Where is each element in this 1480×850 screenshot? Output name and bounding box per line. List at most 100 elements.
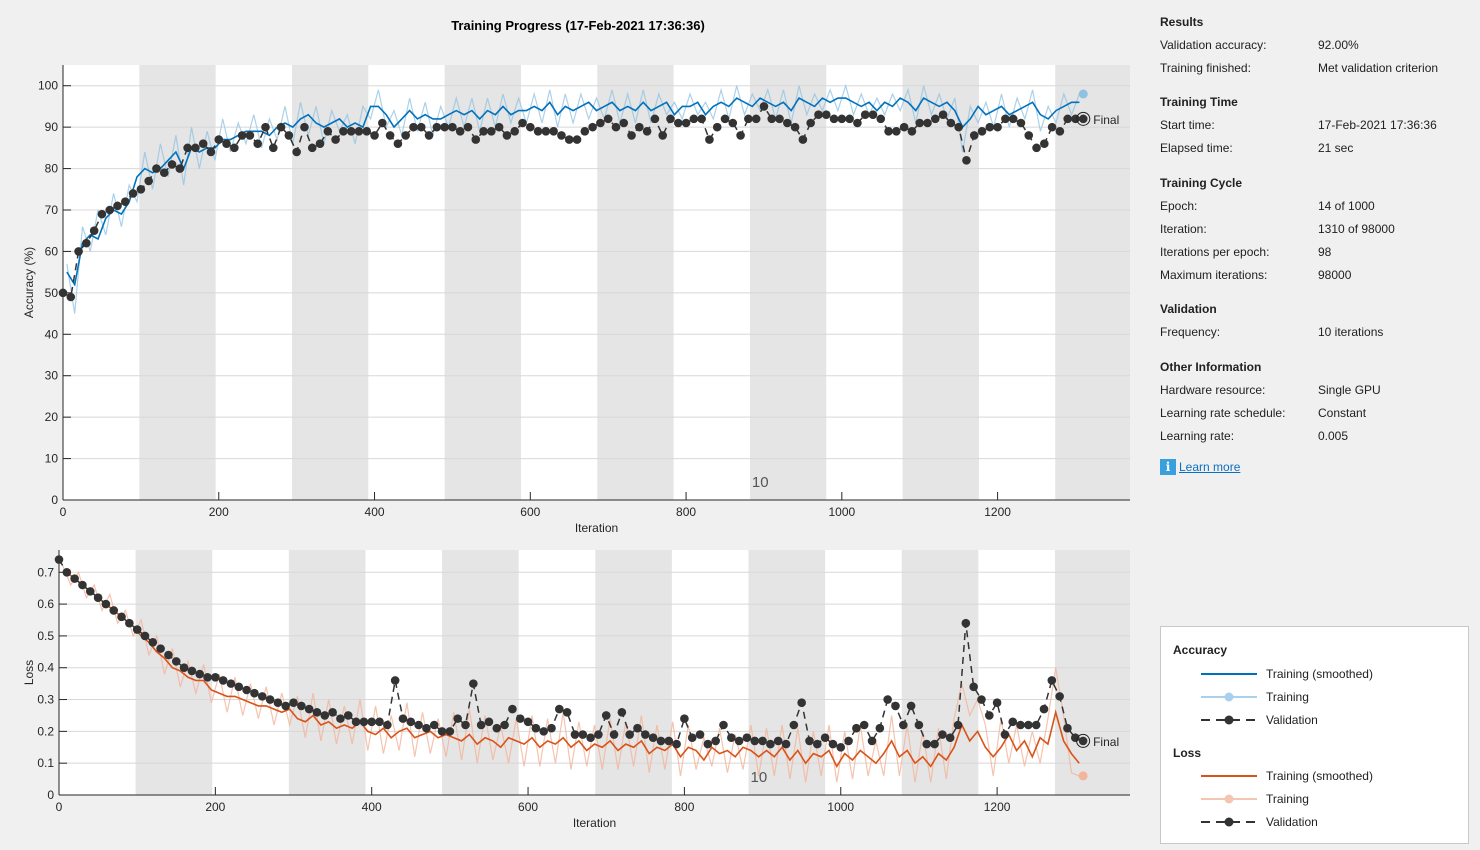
accuracy-validation-point — [113, 201, 122, 211]
accuracy-validation-point — [237, 131, 247, 140]
loss-validation-point — [320, 711, 330, 720]
accuracy-validation-point — [930, 114, 940, 124]
accuracy-validation-point — [853, 118, 862, 128]
loss-validation-point — [922, 739, 932, 749]
accuracy-validation-point — [1001, 114, 1010, 124]
loss-validation-point — [289, 698, 298, 708]
elapsed-time-value: 21 sec — [1318, 141, 1354, 155]
accuracy-epoch-band — [291, 65, 369, 500]
learn-more-label[interactable]: Learn more — [1179, 460, 1241, 474]
iterations-per-epoch-label: Iterations per epoch: — [1160, 245, 1270, 259]
accuracy-validation-point — [222, 139, 231, 149]
loss-validation-point — [1031, 720, 1041, 730]
accuracy-validation-point — [152, 164, 161, 173]
start-time-value: 17-Feb-2021 17:36:36 — [1318, 118, 1437, 132]
loss-validation-point — [398, 714, 408, 723]
loss-final-label: Final — [1093, 735, 1119, 749]
loss-validation-point — [781, 739, 791, 749]
loss-validation-point — [797, 698, 806, 708]
accuracy-validation-point — [401, 131, 410, 140]
accuracy-xtick-label: 1200 — [984, 505, 1011, 519]
loss-validation-point — [492, 723, 502, 733]
loss-validation-point — [992, 698, 1002, 708]
accuracy-validation-point — [775, 114, 784, 124]
loss-xtick-label: 200 — [205, 800, 225, 814]
training-time-title: Training Time — [1160, 95, 1238, 109]
accuracy-validation-point — [821, 110, 831, 120]
accuracy-validation-point — [284, 131, 294, 140]
accuracy-validation-point — [440, 122, 449, 132]
accuracy-validation-point — [97, 209, 107, 219]
loss-validation-point — [977, 695, 986, 704]
loss-validation-point — [62, 567, 72, 577]
accuracy-validation-point — [915, 118, 925, 128]
accuracy-validation-point — [549, 126, 558, 136]
loss-validation-point — [78, 580, 87, 590]
loss-validation-point — [555, 704, 564, 714]
learning-rate-label: Learning rate: — [1160, 429, 1235, 443]
loss-ylabel: Loss — [22, 660, 36, 685]
legend-loss-smoothed-label: Training (smoothed) — [1266, 769, 1373, 783]
accuracy-validation-point — [331, 135, 340, 144]
legend-acc-validation: Validation — [1201, 713, 1461, 727]
loss-validation-point — [218, 676, 228, 685]
accuracy-validation-point — [627, 131, 636, 140]
accuracy-validation-point — [681, 118, 691, 128]
loss-validation-point — [930, 739, 939, 749]
accuracy-ytick-label: 20 — [45, 410, 59, 424]
accuracy-validation-point — [892, 126, 901, 136]
accuracy-validation-point — [969, 131, 979, 140]
loss-validation-point — [680, 714, 689, 723]
legend-loss-training-label: Training — [1266, 792, 1309, 806]
training-finished-value: Met validation criterion — [1318, 61, 1439, 75]
accuracy-validation-point — [837, 114, 847, 124]
loss-validation-point — [328, 707, 337, 717]
loss-validation-point — [812, 739, 822, 749]
loss-validation-point — [171, 657, 181, 666]
loss-validation-point — [109, 606, 119, 615]
accuracy-validation-point — [409, 122, 418, 132]
accuracy-xtick-label: 800 — [676, 505, 696, 519]
accuracy-epoch-band — [1055, 65, 1130, 500]
accuracy-validation-point — [712, 122, 722, 132]
elapsed-time-label: Elapsed time: — [1160, 141, 1233, 155]
loss-axes: 0 0.1 0.2 0.3 0.4 0.5 0.6 0.7 0 200 400 600 800 1000 1… — [22, 550, 1130, 830]
accuracy-validation-point — [175, 164, 185, 173]
accuracy-validation-point — [588, 122, 597, 132]
loss-validation-point — [617, 707, 627, 717]
loss-validation-point — [336, 714, 345, 723]
accuracy-validation-point — [300, 122, 309, 132]
accuracy-validation-point — [448, 122, 457, 132]
accuracy-validation-point — [1071, 114, 1080, 124]
accuracy-validation-point — [159, 168, 169, 178]
loss-validation-point — [257, 692, 267, 701]
lr-schedule-value: Constant — [1318, 406, 1367, 420]
learn-more-link[interactable]: i Learn more — [1160, 459, 1240, 475]
loss-validation-point — [515, 714, 525, 723]
accuracy-validation-point — [82, 238, 91, 248]
loss-validation-point — [875, 723, 885, 733]
accuracy-validation-point — [1008, 114, 1018, 124]
loss-validation-point — [281, 701, 291, 711]
loss-training-line — [62, 565, 1080, 783]
accuracy-validation-point — [214, 135, 224, 144]
loss-validation-point — [500, 720, 509, 730]
accuracy-xtick-label: 400 — [365, 505, 385, 519]
loss-validation-point — [453, 714, 462, 723]
accuracy-validation-point — [868, 110, 878, 120]
legend-acc-validation-label: Validation — [1266, 713, 1318, 727]
loss-validation-point — [140, 631, 150, 641]
accuracy-validation-point — [432, 122, 442, 132]
accuracy-validation-point — [121, 197, 130, 207]
loss-xlabel: Iteration — [573, 816, 616, 830]
accuracy-validation-point — [814, 110, 823, 120]
loss-epoch-label: 10 — [751, 769, 768, 786]
accuracy-validation-point — [962, 155, 971, 165]
accuracy-epoch-label: 10 — [752, 474, 769, 491]
loss-validation-point — [1055, 692, 1064, 701]
loss-validation-point — [766, 739, 775, 749]
loss-validation-point — [914, 720, 924, 730]
training-cycle-title: Training Cycle — [1160, 176, 1243, 190]
validation-accuracy-label: Validation accuracy: — [1160, 38, 1267, 52]
loss-validation-point — [343, 711, 353, 720]
